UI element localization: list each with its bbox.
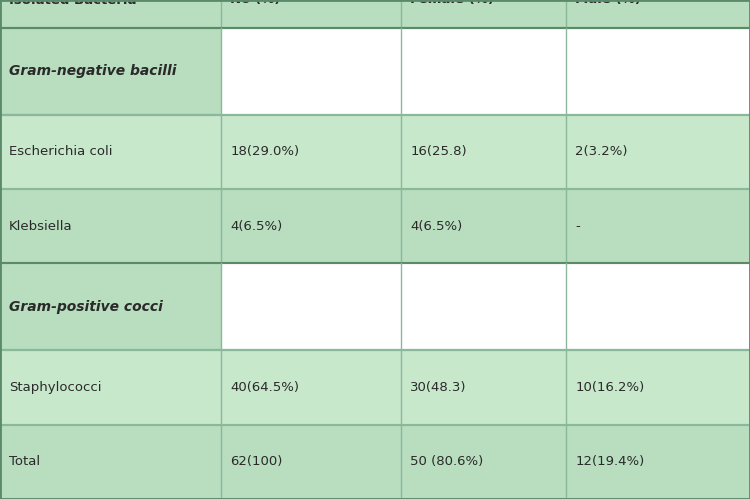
Bar xyxy=(221,350,401,425)
Text: Male (%): Male (%) xyxy=(575,0,641,6)
Bar xyxy=(0,350,221,425)
Text: 10(16.2%): 10(16.2%) xyxy=(575,381,644,394)
Bar xyxy=(401,115,566,189)
Bar xyxy=(0,115,221,189)
Bar xyxy=(401,0,566,28)
Bar xyxy=(401,263,566,350)
Text: Isolated Bacteria: Isolated Bacteria xyxy=(9,0,136,6)
Text: 16(25.8): 16(25.8) xyxy=(410,145,466,158)
Bar xyxy=(221,425,401,499)
Text: Female (%): Female (%) xyxy=(410,0,494,6)
Text: Gram-positive cocci: Gram-positive cocci xyxy=(9,300,163,314)
Bar xyxy=(401,28,566,115)
Bar xyxy=(221,189,401,263)
Text: Staphylococci: Staphylococci xyxy=(9,381,101,394)
Bar xyxy=(221,115,401,189)
Bar xyxy=(221,0,401,28)
Bar xyxy=(0,425,221,499)
Bar xyxy=(401,425,566,499)
Bar xyxy=(566,189,750,263)
Bar xyxy=(221,28,401,115)
Bar xyxy=(0,28,221,115)
Text: 62(100): 62(100) xyxy=(230,455,283,468)
Bar xyxy=(0,0,221,28)
Text: Total: Total xyxy=(9,455,40,468)
Text: 18(29.0%): 18(29.0%) xyxy=(230,145,299,158)
Bar xyxy=(401,350,566,425)
Text: 30(48.3): 30(48.3) xyxy=(410,381,466,394)
Text: 4(6.5%): 4(6.5%) xyxy=(410,220,463,233)
Text: -: - xyxy=(575,220,580,233)
Text: Escherichia coli: Escherichia coli xyxy=(9,145,112,158)
Text: No (%): No (%) xyxy=(230,0,280,6)
Bar xyxy=(221,263,401,350)
Text: 2(3.2%): 2(3.2%) xyxy=(575,145,628,158)
Text: 12(19.4%): 12(19.4%) xyxy=(575,455,644,468)
Bar xyxy=(401,189,566,263)
Bar xyxy=(0,263,221,350)
Text: Klebsiella: Klebsiella xyxy=(9,220,73,233)
Text: 50 (80.6%): 50 (80.6%) xyxy=(410,455,484,468)
Bar xyxy=(566,28,750,115)
Text: Gram-negative bacilli: Gram-negative bacilli xyxy=(9,64,176,78)
Text: 4(6.5%): 4(6.5%) xyxy=(230,220,283,233)
Bar xyxy=(566,350,750,425)
Text: 40(64.5%): 40(64.5%) xyxy=(230,381,299,394)
Bar xyxy=(566,115,750,189)
Bar xyxy=(566,425,750,499)
Bar xyxy=(566,263,750,350)
Bar xyxy=(566,0,750,28)
Bar xyxy=(0,189,221,263)
